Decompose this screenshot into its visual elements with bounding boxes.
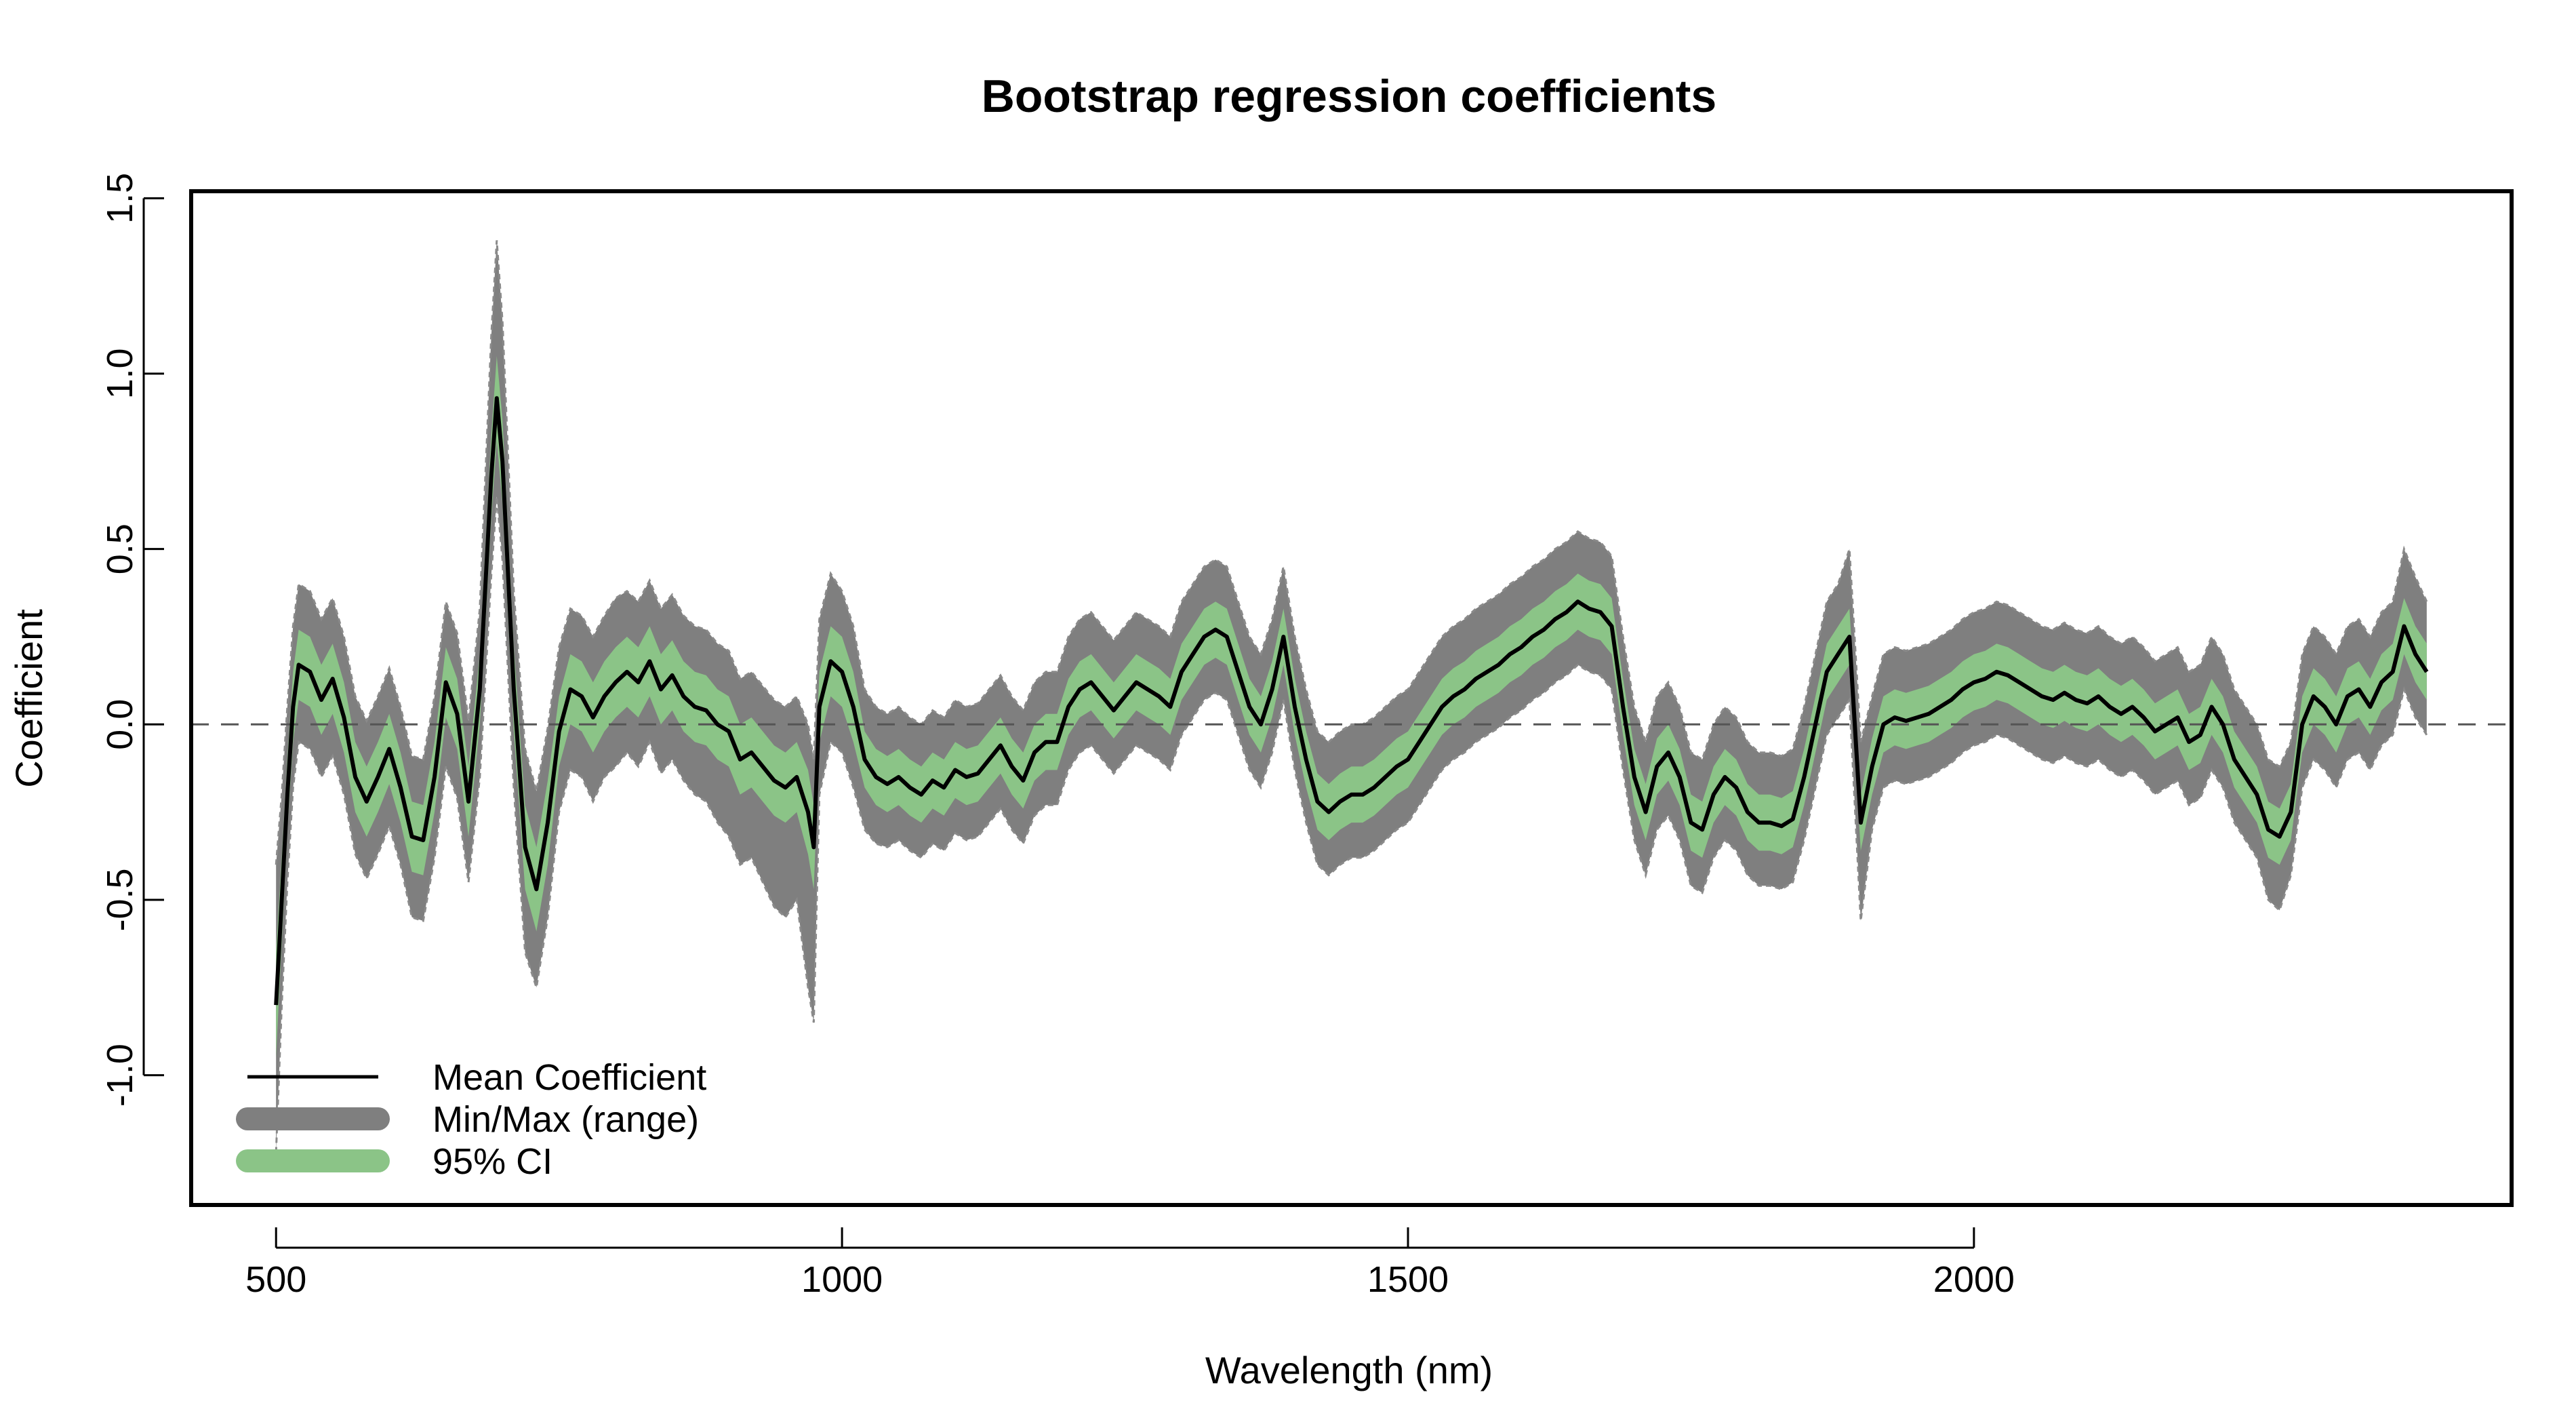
y-tick-label: 1.0 — [100, 348, 140, 399]
x-tick-label: 1000 — [801, 1259, 883, 1300]
legend-label-ci: 95% CI — [432, 1141, 552, 1182]
mean-coefficient-line — [274, 396, 2429, 1006]
legend-label-range: Min/Max (range) — [432, 1099, 699, 1140]
range-lower-edge — [275, 496, 2428, 1153]
range-upper-edge — [275, 240, 2428, 865]
y-tick-label: -1.0 — [100, 1044, 140, 1107]
x-tick-label: 2000 — [1933, 1259, 2015, 1300]
axes-layer: 500 1000 1500 2000 -1.0 -0.5 0.0 0.5 1.0 1.5 — [100, 173, 2015, 1300]
range-band — [276, 240, 2427, 1153]
legend: Mean Coefficient Min/Max (range) 95% CI — [236, 1057, 706, 1182]
y-tick-label: 0.5 — [100, 523, 140, 574]
plot-frame — [189, 189, 2514, 1207]
y-tick-label: 0.0 — [100, 699, 140, 750]
x-tick-label: 1500 — [1367, 1259, 1449, 1300]
plot-layer — [191, 240, 2512, 1153]
x-tick-label: 500 — [245, 1259, 306, 1300]
y-axis-label: Coefficient — [7, 609, 50, 788]
x-axis-label: Wavelength (nm) — [1205, 1349, 1493, 1391]
legend-label-mean: Mean Coefficient — [432, 1057, 706, 1098]
chart-title: Bootstrap regression coefficients — [982, 71, 1716, 122]
y-tick-label: 1.5 — [100, 173, 140, 224]
ci-band — [276, 356, 2427, 1058]
y-tick-label: -0.5 — [100, 868, 140, 931]
